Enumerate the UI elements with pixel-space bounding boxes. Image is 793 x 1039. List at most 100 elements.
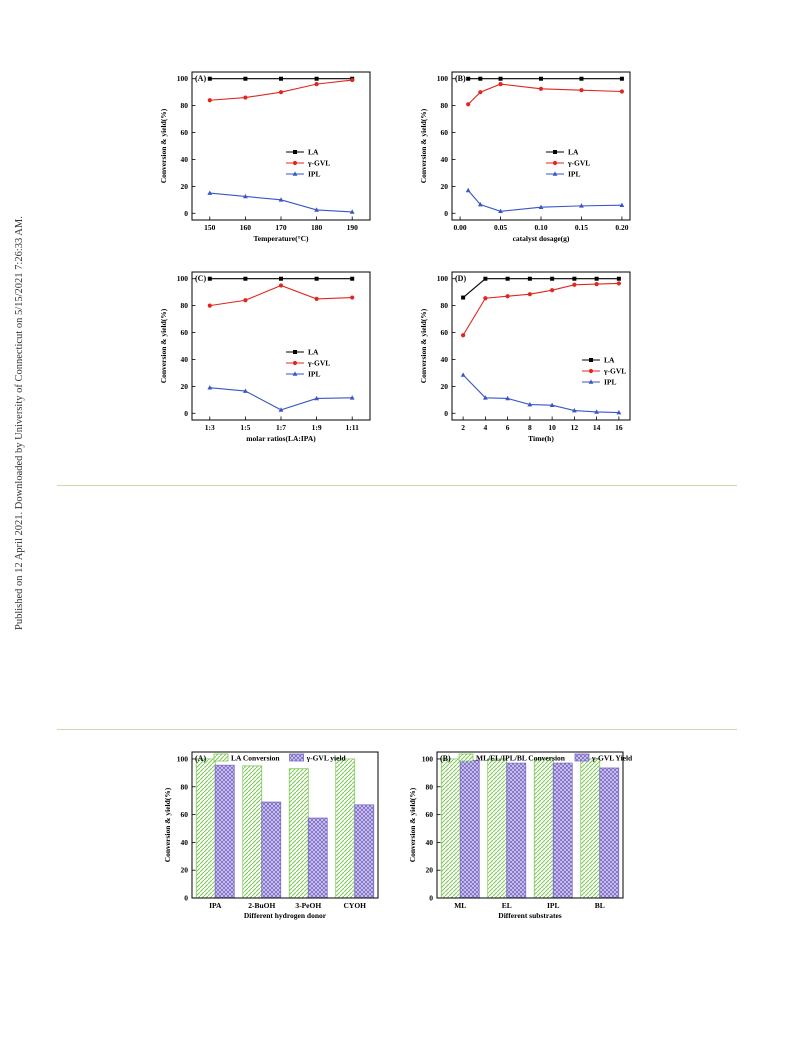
plot-frame — [191, 751, 379, 899]
y-tick-label: 100 — [437, 274, 449, 283]
legend-label-gvl: γ-GVL — [307, 359, 330, 368]
x-tick-label: 1:3 — [205, 423, 215, 432]
gvl-point — [278, 283, 284, 288]
la-point — [550, 276, 555, 281]
legend-la-point — [293, 150, 297, 154]
bar — [552, 762, 573, 899]
panel-label: (C) — [195, 274, 206, 283]
x-tick-label: 3-PeOH — [295, 901, 321, 910]
bar — [214, 764, 235, 899]
ipl-point — [527, 401, 533, 407]
ipl-point — [505, 395, 511, 401]
bar — [261, 801, 282, 899]
gvl-point — [478, 90, 483, 95]
y-tick-label: 0 — [184, 409, 188, 418]
la-point — [579, 76, 584, 81]
x-tick-label: IPL — [547, 901, 560, 910]
ipl-point — [482, 395, 488, 400]
la-point — [616, 276, 621, 281]
la-point — [505, 276, 510, 281]
y-tick-label: 40 — [426, 838, 434, 847]
x-tick-label: 2 — [461, 423, 465, 432]
catalyst-dosage-chart: 0 20 40 60 80 100 0.00 0.05 0.10 0.15 0.20 catalyst… — [419, 71, 631, 243]
la-point — [207, 276, 212, 281]
la-point — [279, 276, 283, 281]
gvl-point — [243, 298, 248, 303]
y-axis-label: Conversion & yield(%) — [419, 108, 428, 183]
ipl-point — [278, 407, 284, 412]
gvl-point — [616, 281, 621, 286]
legend-label-la: LA — [568, 148, 579, 157]
ipl-point — [460, 372, 466, 377]
y-tick-label: 0 — [184, 894, 188, 903]
legend-label-ipl: IPL — [308, 370, 321, 379]
ipl-point — [465, 187, 471, 193]
gvl-point — [350, 77, 355, 83]
bar — [335, 758, 356, 899]
legend-label: ML/EL/IPL/BL Conversion — [476, 754, 566, 763]
la-point — [619, 76, 624, 81]
plot-frame — [436, 751, 624, 899]
ipl-point — [538, 204, 544, 210]
legend-label-gvl: γ-GVL — [567, 159, 590, 168]
bar — [354, 804, 375, 899]
y-tick-label: 100 — [177, 754, 189, 763]
legend-ipl-point — [552, 171, 558, 176]
gvl-point — [538, 86, 544, 91]
y-tick-label: 20 — [181, 382, 189, 391]
hydrogen-donor-chart: 0 20 40 60 80 100 IPA 2-BuOH 3-PeOH CYOH Different… — [163, 751, 379, 920]
la-point — [572, 276, 577, 281]
gvl-point — [594, 282, 599, 287]
x-tick-label: 160 — [240, 223, 252, 232]
y-axis-label: Conversion & yield(%) — [163, 787, 172, 862]
legend-ipl-point — [292, 171, 298, 176]
panel-label: (B) — [440, 754, 451, 763]
divider-top — [57, 485, 737, 486]
bar — [195, 758, 216, 899]
x-tick-label: 2-BuOH — [248, 901, 275, 910]
bar — [487, 758, 508, 899]
x-axis-label: Different substrates — [498, 911, 561, 920]
panel-label: (A) — [195, 754, 206, 763]
legend-label: LA Conversion — [231, 754, 280, 763]
la-point — [466, 76, 471, 81]
y-tick-label: 0 — [444, 209, 448, 218]
x-tick-label: ML — [454, 901, 466, 910]
y-tick-label: 60 — [181, 810, 189, 819]
ipl-point — [498, 208, 503, 214]
ipl-point — [243, 388, 248, 393]
ipl-point — [207, 385, 213, 390]
y-tick-label: 40 — [181, 355, 189, 364]
gvl-point — [579, 88, 584, 93]
y-tick-label: 80 — [426, 782, 434, 791]
x-tick-label: 0.10 — [534, 223, 547, 232]
bar — [599, 767, 620, 899]
la-point — [314, 276, 319, 281]
y-tick-label: 40 — [441, 155, 449, 164]
y-tick-label: 100 — [422, 754, 434, 763]
y-axis-label: Conversion & yield(%) — [159, 108, 168, 183]
la-point — [279, 76, 283, 81]
y-tick-label: 40 — [181, 155, 189, 164]
y-tick-label: 20 — [426, 866, 434, 875]
legend-ipl-point — [292, 371, 298, 376]
bar — [288, 768, 309, 899]
legend-gvl-point — [588, 368, 594, 374]
plot-frame — [451, 271, 631, 421]
legend-la-point — [553, 150, 557, 154]
panel-label: (A) — [195, 74, 206, 83]
x-axis-label: Temperature(°C) — [253, 234, 309, 243]
gvl-point — [314, 82, 319, 87]
x-tick-label: EL — [502, 901, 512, 910]
la-point — [314, 76, 319, 81]
x-tick-label: 14 — [593, 423, 601, 432]
x-axis-label: Time(h) — [528, 434, 554, 443]
y-tick-label: 60 — [181, 328, 189, 337]
ipl-series-line — [467, 190, 622, 212]
y-tick-label: 60 — [181, 128, 189, 137]
ipl-point — [549, 402, 555, 407]
y-tick-label: 80 — [181, 101, 189, 110]
gvl-point — [505, 294, 510, 299]
x-tick-label: 170 — [275, 223, 287, 232]
x-tick-label: 1:5 — [240, 423, 250, 432]
